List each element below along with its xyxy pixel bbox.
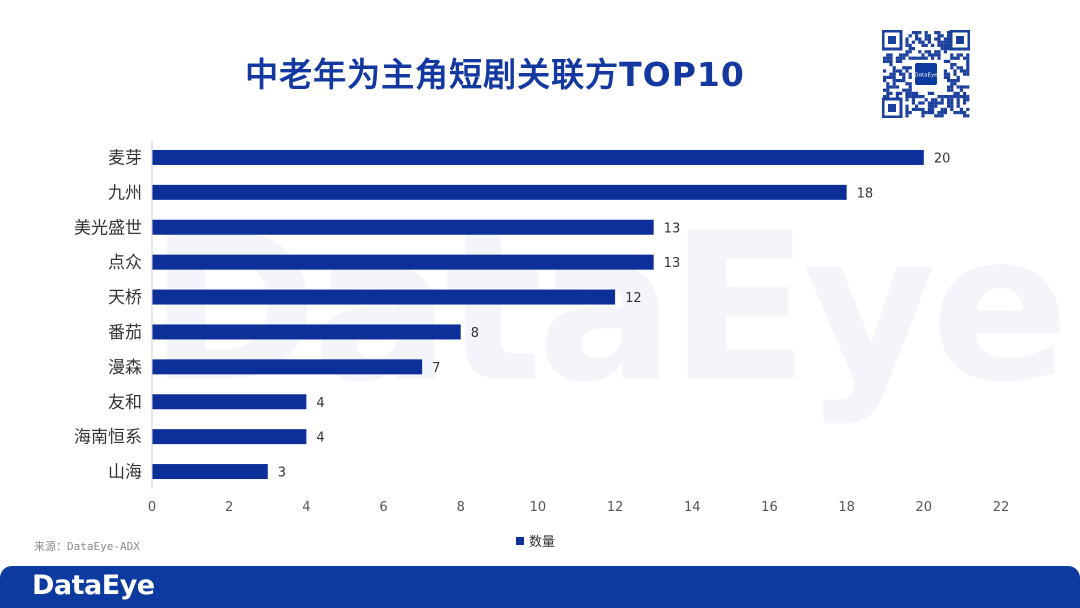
x-tick-label: 18	[838, 500, 855, 515]
data-label: 12	[625, 291, 642, 306]
category-label: 山海	[108, 463, 142, 483]
data-label: 13	[664, 256, 681, 271]
x-tick-label: 6	[379, 500, 387, 515]
data-label: 18	[857, 186, 874, 201]
bar	[152, 429, 307, 445]
data-label: 7	[432, 361, 440, 376]
bar	[152, 254, 654, 270]
data-label: 13	[664, 221, 681, 236]
data-label: 4	[316, 396, 324, 411]
category-label: 点众	[108, 253, 142, 273]
data-label: 20	[934, 151, 951, 166]
bar	[152, 464, 268, 480]
legend-swatch	[516, 536, 524, 545]
x-tick-label: 22	[993, 500, 1010, 515]
bars-layer: 麦芽 20 九州 18 美光盛世 13 点众 13 天桥 12 番茄 8 漫森 7 友和 4 海南恒系 4 山海 3	[74, 148, 950, 482]
qr-logo-text: DataEye	[914, 73, 938, 79]
x-tick-label: 20	[916, 500, 933, 515]
bar	[152, 219, 654, 235]
x-tick-label: 4	[302, 500, 310, 515]
category-label: 友和	[108, 393, 142, 413]
x-tick-label: 0	[148, 500, 156, 515]
bar	[152, 289, 616, 305]
x-tick-label: 12	[607, 500, 624, 515]
data-label: 4	[316, 431, 324, 446]
category-label: 九州	[108, 183, 142, 203]
category-label: 天桥	[108, 288, 142, 308]
x-tick-label: 8	[457, 500, 465, 515]
category-label: 美光盛世	[74, 218, 142, 238]
data-label: 8	[471, 326, 479, 341]
x-tick-label: 10	[530, 500, 547, 515]
qr-code: DataEye	[882, 30, 970, 118]
footer-logo: DataEye	[32, 570, 155, 601]
data-label: 3	[278, 466, 286, 481]
category-label: 漫森	[108, 358, 142, 378]
source-note: 来源：DataEye-ADX	[34, 540, 140, 553]
x-tick-label: 2	[225, 500, 233, 515]
category-label: 海南恒系	[74, 428, 142, 448]
legend: 数量	[516, 531, 555, 550]
bar	[152, 149, 924, 165]
footer-bar: DataEye	[0, 566, 1080, 608]
category-label: 番茄	[108, 323, 142, 343]
legend-label: 数量	[529, 535, 556, 550]
x-axis-ticks: 0 2 4 6 8 10 12 14 16 18 20 22	[148, 500, 1009, 515]
x-tick-label: 16	[761, 500, 778, 515]
bar	[152, 394, 307, 410]
bar	[152, 359, 423, 375]
bar	[152, 184, 847, 200]
chart-title: 中老年为主角短剧关联方TOP10	[245, 55, 745, 94]
bar	[152, 324, 461, 340]
x-tick-label: 14	[684, 500, 701, 515]
category-label: 麦芽	[108, 148, 142, 168]
qr-logo-badge	[915, 63, 937, 85]
